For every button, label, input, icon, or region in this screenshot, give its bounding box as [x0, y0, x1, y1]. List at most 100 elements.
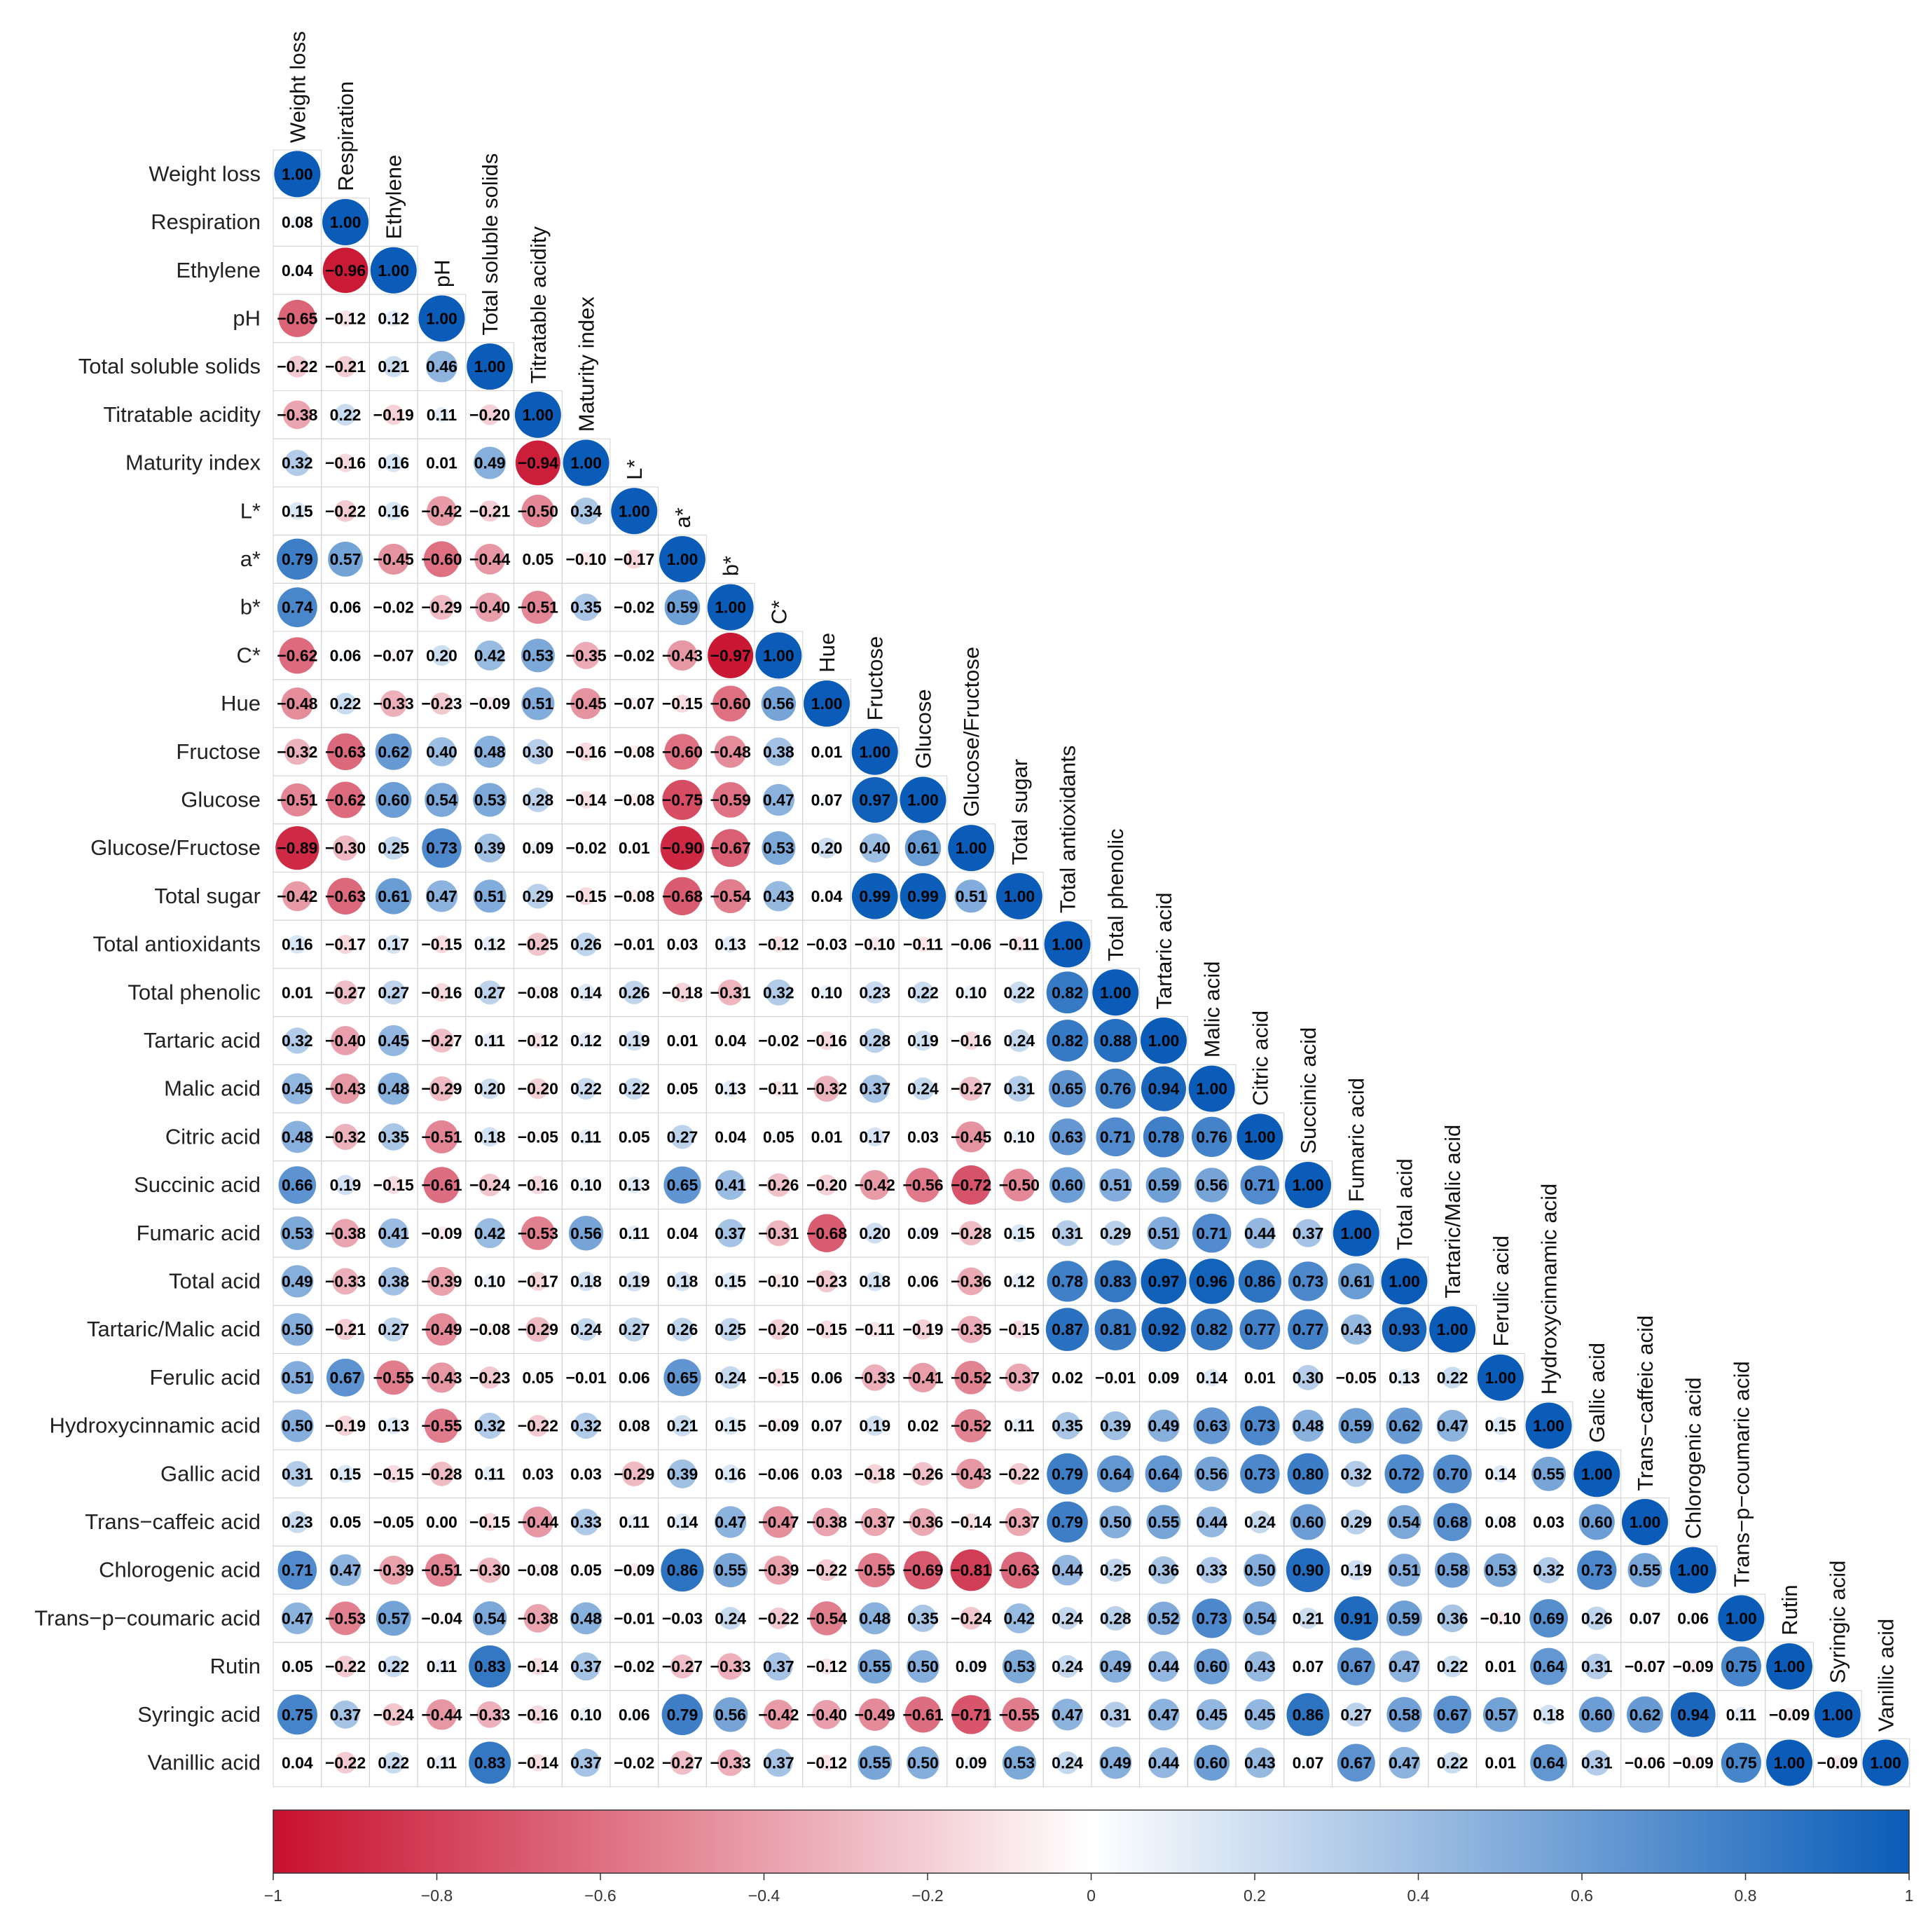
correlation-circle — [773, 1131, 784, 1142]
correlation-value: 0.15 — [330, 1465, 362, 1483]
correlation-circle — [576, 1271, 596, 1292]
correlation-circle — [1203, 1369, 1220, 1387]
correlation-value: 0.23 — [282, 1513, 313, 1531]
correlation-circle — [1194, 1456, 1230, 1491]
correlation-value: 0.60 — [1196, 1657, 1227, 1676]
correlation-circle — [659, 535, 705, 582]
correlation-value: 0.57 — [378, 1609, 409, 1627]
correlation-circle — [1011, 1273, 1028, 1289]
correlation-circle — [382, 1703, 405, 1726]
correlation-value: 0.76 — [1100, 1080, 1131, 1098]
correlation-value: 0.50 — [907, 1753, 939, 1772]
correlation-circle — [865, 1464, 885, 1484]
correlation-circle — [475, 833, 504, 863]
correlation-value: −0.43 — [951, 1465, 991, 1483]
correlation-circle — [1094, 1018, 1138, 1062]
correlation-value: −0.97 — [710, 646, 751, 664]
correlation-value: −0.51 — [277, 790, 317, 809]
correlation-value: −0.07 — [614, 694, 654, 713]
correlation-circle — [423, 541, 460, 577]
correlation-circle — [1429, 1306, 1476, 1353]
correlation-value: 0.47 — [1052, 1706, 1083, 1724]
correlation-value: −0.40 — [806, 1706, 847, 1724]
correlation-circle — [434, 406, 450, 423]
correlation-circle — [1381, 1258, 1428, 1305]
correlation-circle — [1583, 1750, 1610, 1776]
correlation-value: 0.47 — [1148, 1706, 1180, 1724]
column-label: Succinic acid — [1296, 1027, 1321, 1154]
correlation-value: −0.52 — [951, 1369, 991, 1387]
correlation-value: 0.10 — [811, 983, 843, 1001]
correlation-value: −0.30 — [325, 839, 366, 857]
correlation-value: 0.26 — [1581, 1609, 1613, 1627]
correlation-circle — [722, 936, 739, 953]
correlation-circle — [422, 828, 462, 868]
correlation-circle — [531, 1563, 545, 1577]
correlation-circle — [379, 1556, 408, 1585]
correlation-circle — [375, 733, 412, 770]
correlation-circle — [1147, 1409, 1180, 1442]
row-label: Rutin — [210, 1654, 261, 1678]
correlation-value: −0.23 — [421, 694, 462, 713]
correlation-value: 0.26 — [619, 983, 650, 1001]
correlation-value: −0.06 — [758, 1465, 799, 1483]
correlation-value: 0.59 — [1389, 1609, 1420, 1627]
colorbar-gradient — [273, 1809, 1910, 1874]
correlation-circle — [860, 1074, 889, 1103]
correlation-circle — [378, 543, 409, 575]
correlation-circle — [671, 1415, 694, 1437]
correlation-circle — [761, 686, 797, 721]
correlation-value: 0.79 — [282, 550, 313, 568]
correlation-value: 1.00 — [474, 357, 506, 376]
correlation-circle — [572, 1412, 600, 1439]
correlation-circle — [1295, 1364, 1321, 1390]
correlation-value: 0.22 — [330, 694, 362, 713]
correlation-value: −0.01 — [565, 1369, 606, 1387]
correlation-circle — [626, 1514, 642, 1530]
correlation-circle — [1196, 1507, 1227, 1537]
correlation-value: 0.99 — [859, 887, 890, 905]
correlation-value: −0.35 — [565, 646, 606, 664]
correlation-value: −0.22 — [277, 357, 317, 376]
correlation-circle — [340, 1516, 351, 1528]
correlation-circle — [822, 1469, 831, 1478]
correlation-value: 1.00 — [1774, 1657, 1805, 1676]
correlation-value: 0.50 — [282, 1417, 313, 1435]
correlation-value: −0.42 — [421, 502, 462, 520]
correlation-value: −0.11 — [999, 936, 1039, 954]
correlation-circle — [434, 1659, 450, 1674]
correlation-value: −0.16 — [565, 743, 606, 761]
correlation-circle — [719, 1366, 742, 1390]
correlation-value: 0.54 — [1389, 1513, 1420, 1531]
correlation-circle — [622, 980, 647, 1005]
correlation-circle — [1288, 1309, 1329, 1350]
correlation-value: 0.53 — [1485, 1561, 1516, 1580]
colorbar-tick-label: −0.4 — [748, 1886, 780, 1905]
correlation-circle — [771, 1274, 786, 1289]
correlation-value: 1.00 — [956, 839, 987, 857]
correlation-circle — [425, 1120, 459, 1153]
correlation-value: 1.00 — [1726, 1609, 1757, 1627]
correlation-circle — [284, 739, 311, 765]
correlation-circle — [1147, 1601, 1180, 1636]
correlation-value: 0.25 — [378, 839, 409, 857]
correlation-value: 0.60 — [1581, 1706, 1613, 1724]
correlation-circle — [277, 587, 317, 628]
correlation-circle — [1002, 1746, 1036, 1780]
correlation-circle — [964, 1659, 979, 1673]
correlation-value: −0.43 — [421, 1369, 462, 1387]
correlation-value: 0.37 — [1293, 1224, 1324, 1242]
correlation-value: 0.13 — [715, 1080, 746, 1098]
correlation-value: 0.51 — [474, 887, 506, 905]
correlation-circle — [288, 502, 307, 521]
correlation-circle — [521, 1216, 555, 1250]
correlation-circle — [570, 687, 602, 720]
correlation-value: 0.73 — [1581, 1561, 1613, 1580]
correlation-value: −0.10 — [758, 1272, 799, 1290]
correlation-circle — [662, 779, 703, 821]
correlation-value: −0.15 — [758, 1369, 799, 1387]
correlation-value: 0.24 — [570, 1320, 602, 1338]
correlation-value: 0.31 — [1581, 1753, 1613, 1772]
correlation-value: 0.45 — [378, 1032, 409, 1050]
correlation-circle — [1433, 1502, 1472, 1542]
